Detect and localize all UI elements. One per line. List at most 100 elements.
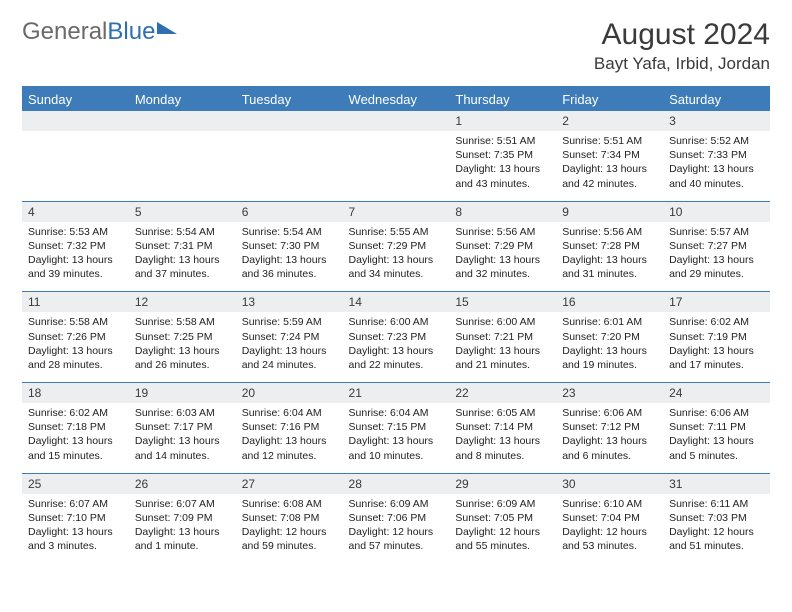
day-detail-cell: Sunrise: 6:04 AMSunset: 7:16 PMDaylight:…	[236, 403, 343, 473]
day-number: 31	[663, 473, 770, 494]
sunrise-text: Sunrise: 5:51 AM	[562, 134, 657, 148]
day-detail-cell: Sunrise: 6:00 AMSunset: 7:23 PMDaylight:…	[343, 312, 450, 382]
day-number: 13	[236, 292, 343, 313]
month-title: August 2024	[594, 18, 770, 52]
day-header: Friday	[556, 88, 663, 111]
sunset-text: Sunset: 7:29 PM	[349, 239, 444, 253]
day-number	[129, 111, 236, 131]
daylight-text-1: Daylight: 13 hours	[242, 434, 337, 448]
daylight-text-2: and 29 minutes.	[669, 267, 764, 281]
sunset-text: Sunset: 7:30 PM	[242, 239, 337, 253]
sunset-text: Sunset: 7:35 PM	[455, 148, 550, 162]
daylight-text-2: and 53 minutes.	[562, 539, 657, 553]
logo-text-blue: Blue	[107, 18, 155, 46]
daylight-text-1: Daylight: 13 hours	[455, 253, 550, 267]
daylight-text-2: and 36 minutes.	[242, 267, 337, 281]
day-detail-cell: Sunrise: 5:54 AMSunset: 7:30 PMDaylight:…	[236, 222, 343, 292]
sunrise-text: Sunrise: 5:55 AM	[349, 225, 444, 239]
sunset-text: Sunset: 7:16 PM	[242, 420, 337, 434]
day-number: 6	[236, 201, 343, 222]
sunset-text: Sunset: 7:25 PM	[135, 330, 230, 344]
daylight-text-1: Daylight: 13 hours	[669, 344, 764, 358]
sunset-text: Sunset: 7:29 PM	[455, 239, 550, 253]
day-number: 14	[343, 292, 450, 313]
daylight-text-2: and 57 minutes.	[349, 539, 444, 553]
day-detail-cell: Sunrise: 5:57 AMSunset: 7:27 PMDaylight:…	[663, 222, 770, 292]
day-number: 28	[343, 473, 450, 494]
daylight-text-2: and 34 minutes.	[349, 267, 444, 281]
day-detail-cell: Sunrise: 5:58 AMSunset: 7:25 PMDaylight:…	[129, 312, 236, 382]
day-detail-cell	[129, 131, 236, 201]
daylight-text-2: and 21 minutes.	[455, 358, 550, 372]
logo-text-general: General	[22, 18, 107, 46]
sunset-text: Sunset: 7:23 PM	[349, 330, 444, 344]
daylight-text-1: Daylight: 13 hours	[242, 253, 337, 267]
day-detail-cell: Sunrise: 6:01 AMSunset: 7:20 PMDaylight:…	[556, 312, 663, 382]
day-number: 26	[129, 473, 236, 494]
sunrise-text: Sunrise: 6:03 AM	[135, 406, 230, 420]
sunset-text: Sunset: 7:05 PM	[455, 511, 550, 525]
day-number: 24	[663, 383, 770, 404]
sunset-text: Sunset: 7:03 PM	[669, 511, 764, 525]
daylight-text-1: Daylight: 13 hours	[349, 253, 444, 267]
sunrise-text: Sunrise: 5:52 AM	[669, 134, 764, 148]
daylight-text-2: and 19 minutes.	[562, 358, 657, 372]
day-detail-row: Sunrise: 5:53 AMSunset: 7:32 PMDaylight:…	[22, 222, 770, 292]
day-number: 20	[236, 383, 343, 404]
daylight-text-2: and 26 minutes.	[135, 358, 230, 372]
day-detail-cell: Sunrise: 5:58 AMSunset: 7:26 PMDaylight:…	[22, 312, 129, 382]
day-detail-cell: Sunrise: 5:54 AMSunset: 7:31 PMDaylight:…	[129, 222, 236, 292]
day-number: 21	[343, 383, 450, 404]
sunset-text: Sunset: 7:27 PM	[669, 239, 764, 253]
daylight-text-2: and 55 minutes.	[455, 539, 550, 553]
daylight-text-2: and 1 minute.	[135, 539, 230, 553]
day-detail-row: Sunrise: 5:58 AMSunset: 7:26 PMDaylight:…	[22, 312, 770, 382]
sunset-text: Sunset: 7:33 PM	[669, 148, 764, 162]
sunset-text: Sunset: 7:24 PM	[242, 330, 337, 344]
sunrise-text: Sunrise: 6:09 AM	[455, 497, 550, 511]
daylight-text-2: and 43 minutes.	[455, 177, 550, 191]
sunset-text: Sunset: 7:34 PM	[562, 148, 657, 162]
daylight-text-2: and 24 minutes.	[242, 358, 337, 372]
sunrise-text: Sunrise: 6:02 AM	[669, 315, 764, 329]
day-detail-row: Sunrise: 6:02 AMSunset: 7:18 PMDaylight:…	[22, 403, 770, 473]
day-number-row: 123	[22, 111, 770, 131]
daylight-text-1: Daylight: 12 hours	[562, 525, 657, 539]
day-detail-cell: Sunrise: 6:05 AMSunset: 7:14 PMDaylight:…	[449, 403, 556, 473]
day-detail-cell: Sunrise: 5:59 AMSunset: 7:24 PMDaylight:…	[236, 312, 343, 382]
daylight-text-1: Daylight: 13 hours	[349, 344, 444, 358]
day-number: 23	[556, 383, 663, 404]
daylight-text-2: and 14 minutes.	[135, 449, 230, 463]
day-header: Thursday	[449, 88, 556, 111]
day-number: 11	[22, 292, 129, 313]
daylight-text-1: Daylight: 13 hours	[28, 344, 123, 358]
day-number: 18	[22, 383, 129, 404]
day-detail-cell: Sunrise: 6:04 AMSunset: 7:15 PMDaylight:…	[343, 403, 450, 473]
daylight-text-2: and 6 minutes.	[562, 449, 657, 463]
day-number: 4	[22, 201, 129, 222]
day-detail-row: Sunrise: 6:07 AMSunset: 7:10 PMDaylight:…	[22, 494, 770, 564]
daylight-text-1: Daylight: 12 hours	[349, 525, 444, 539]
sunset-text: Sunset: 7:09 PM	[135, 511, 230, 525]
day-number: 9	[556, 201, 663, 222]
day-detail-cell: Sunrise: 5:51 AMSunset: 7:35 PMDaylight:…	[449, 131, 556, 201]
daylight-text-2: and 39 minutes.	[28, 267, 123, 281]
daylight-text-2: and 28 minutes.	[28, 358, 123, 372]
day-detail-cell: Sunrise: 6:07 AMSunset: 7:09 PMDaylight:…	[129, 494, 236, 564]
daylight-text-2: and 3 minutes.	[28, 539, 123, 553]
day-number: 15	[449, 292, 556, 313]
sunrise-text: Sunrise: 5:54 AM	[135, 225, 230, 239]
daylight-text-1: Daylight: 13 hours	[135, 253, 230, 267]
sunset-text: Sunset: 7:26 PM	[28, 330, 123, 344]
header: GeneralBlue August 2024 Bayt Yafa, Irbid…	[22, 18, 770, 74]
sunset-text: Sunset: 7:04 PM	[562, 511, 657, 525]
day-detail-row: Sunrise: 5:51 AMSunset: 7:35 PMDaylight:…	[22, 131, 770, 201]
day-number: 1	[449, 111, 556, 131]
sunrise-text: Sunrise: 5:53 AM	[28, 225, 123, 239]
day-number: 12	[129, 292, 236, 313]
daylight-text-2: and 59 minutes.	[242, 539, 337, 553]
daylight-text-1: Daylight: 12 hours	[669, 525, 764, 539]
day-header: Tuesday	[236, 88, 343, 111]
sunset-text: Sunset: 7:21 PM	[455, 330, 550, 344]
sunrise-text: Sunrise: 5:56 AM	[455, 225, 550, 239]
